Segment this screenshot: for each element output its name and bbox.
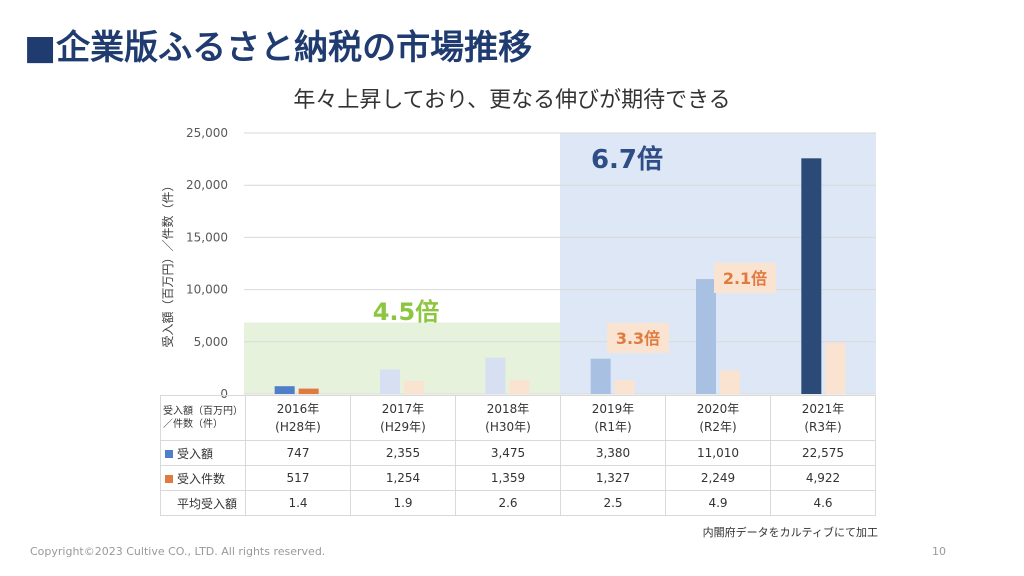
bar-count [720,370,740,394]
copyright: Copyright©2023 Cultive CO., LTD. All rig… [30,545,326,558]
bar-count [825,342,846,394]
annotation-2-1x: 2.1倍 [723,269,767,288]
annotation-6-7x: 6.7倍 [591,144,663,175]
bar-count [614,380,635,394]
year-cell: 2016年 (H28年) [245,395,351,441]
page-title: ■企業版ふるさと納税の市場推移 [24,28,533,68]
page-number: 10 [932,545,946,558]
data-table: 受入額（百万円）／件数（件） 2016年 (H28年) 2017年 (H29年) 2… [160,395,876,516]
annotation-4-5x: 4.5倍 [373,298,440,326]
bar-amount [485,357,506,394]
source-note: 内閣府データをカルティブにて加工 [702,526,878,539]
page-subtitle: 年々上昇しており、更なる伸びが期待できる [293,88,731,113]
legend-swatch-amount [165,450,173,458]
table-row: 受入額 747 2,355 3,475 3,380 11,010 22,575 [160,440,876,466]
bar-count [509,379,530,394]
bar-amount [801,158,822,394]
annotation-3-3x: 3.3倍 [616,329,660,348]
table-row: 平均受入額 1.4 1.9 2.6 2.5 4.9 4.6 [160,490,876,516]
region-green [244,322,560,394]
y-tick-label: 15,000 [186,230,228,244]
bar-count [404,380,424,394]
bar-amount [274,386,295,394]
y-tick-label: 10,000 [186,283,228,297]
year-cell: 2021年 (R3年) [770,395,876,441]
bar-count [298,388,319,394]
bar-amount [696,279,716,394]
annotation-3-3x-box [607,323,669,353]
y-tick-label: 5,000 [194,335,228,349]
year-cell: 2017年 (H29年) [350,395,456,441]
bar-amount [380,369,400,394]
annotation-2-1x-box [714,263,776,293]
y-tick-label: 0 [220,387,228,401]
table-row: 受入件数 517 1,254 1,359 1,327 2,249 4,922 [160,465,876,491]
y-tick-label: 25,000 [186,126,228,140]
bar-amount [590,358,611,394]
y-tick-label: 20,000 [186,178,228,192]
legend-swatch-count [165,475,173,483]
y-axis-label: 受入額（百万円）／件数（件） [160,179,175,347]
year-cell: 2018年 (H30年) [455,395,561,441]
year-cell: 2019年 (R1年) [560,395,666,441]
year-cell: 2020年 (R2年) [665,395,771,441]
table-header-label: 受入額（百万円）／件数（件） [160,395,246,441]
